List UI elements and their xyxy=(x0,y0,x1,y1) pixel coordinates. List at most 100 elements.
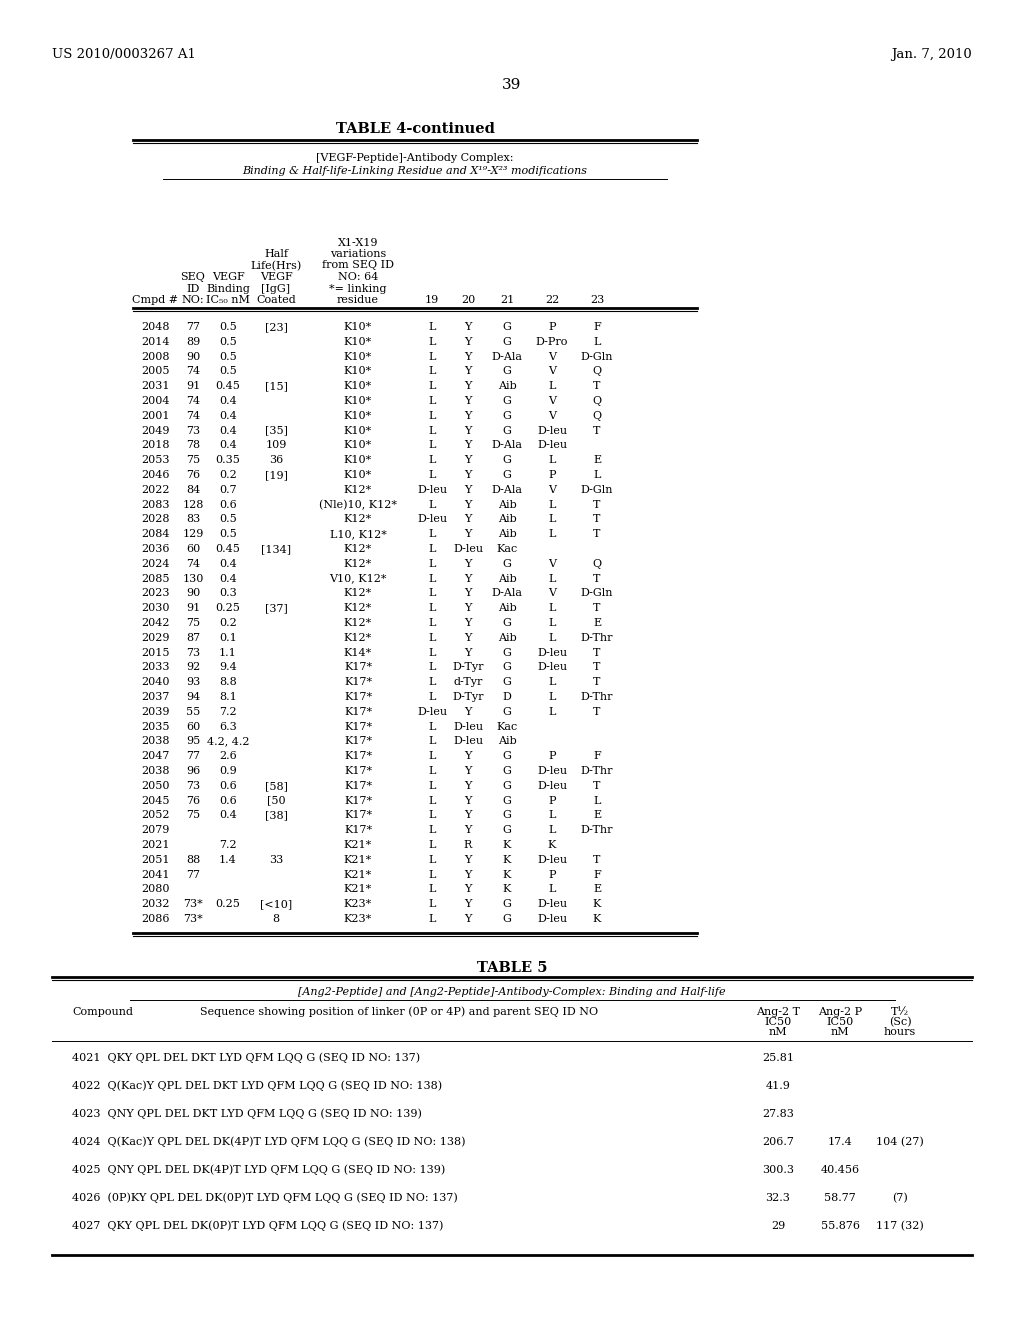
Text: 88: 88 xyxy=(186,855,200,865)
Text: [19]: [19] xyxy=(264,470,288,480)
Text: 75: 75 xyxy=(186,810,200,821)
Text: K21*: K21* xyxy=(344,884,372,895)
Text: Sequence showing position of linker (0P or 4P) and parent SEQ ID NO: Sequence showing position of linker (0P … xyxy=(200,1007,598,1018)
Text: V10, K12*: V10, K12* xyxy=(330,574,387,583)
Text: D-Thr: D-Thr xyxy=(581,766,613,776)
Text: Jan. 7, 2010: Jan. 7, 2010 xyxy=(891,48,972,61)
Text: 2045: 2045 xyxy=(140,796,169,805)
Text: 94: 94 xyxy=(186,692,200,702)
Text: 2014: 2014 xyxy=(140,337,169,347)
Text: 73*: 73* xyxy=(183,899,203,909)
Text: V: V xyxy=(548,589,556,598)
Text: Y: Y xyxy=(464,810,472,821)
Text: 0.3: 0.3 xyxy=(219,589,237,598)
Text: 0.1: 0.1 xyxy=(219,632,237,643)
Text: L: L xyxy=(548,884,556,895)
Text: residue: residue xyxy=(337,294,379,305)
Text: E: E xyxy=(593,455,601,465)
Text: Y: Y xyxy=(464,899,472,909)
Text: 2004: 2004 xyxy=(140,396,169,407)
Text: 2022: 2022 xyxy=(140,484,169,495)
Text: G: G xyxy=(503,796,511,805)
Text: 117 (32): 117 (32) xyxy=(877,1221,924,1232)
Text: L: L xyxy=(428,589,435,598)
Text: L: L xyxy=(428,677,435,688)
Text: L: L xyxy=(428,470,435,480)
Text: F: F xyxy=(593,870,601,879)
Text: D: D xyxy=(503,692,511,702)
Text: F: F xyxy=(593,322,601,333)
Text: IC50: IC50 xyxy=(764,1016,792,1027)
Text: K17*: K17* xyxy=(344,825,372,836)
Text: 21: 21 xyxy=(500,294,514,305)
Text: K: K xyxy=(503,855,511,865)
Text: Cmpd #: Cmpd # xyxy=(132,294,178,305)
Text: Y: Y xyxy=(464,499,472,510)
Text: K23*: K23* xyxy=(344,913,372,924)
Text: L: L xyxy=(428,663,435,672)
Text: 2030: 2030 xyxy=(140,603,169,614)
Text: L: L xyxy=(428,632,435,643)
Text: T: T xyxy=(593,648,601,657)
Text: Y: Y xyxy=(464,632,472,643)
Text: T: T xyxy=(593,603,601,614)
Text: D-Ala: D-Ala xyxy=(492,484,522,495)
Text: 23: 23 xyxy=(590,294,604,305)
Text: L: L xyxy=(548,515,556,524)
Text: L: L xyxy=(428,825,435,836)
Text: 73*: 73* xyxy=(183,913,203,924)
Text: Y: Y xyxy=(464,884,472,895)
Text: D-leu: D-leu xyxy=(537,648,567,657)
Text: D-Tyr: D-Tyr xyxy=(453,692,483,702)
Text: 4021  QKY QPL DEL DKT LYD QFM LQQ G (SEQ ID NO: 137): 4021 QKY QPL DEL DKT LYD QFM LQQ G (SEQ … xyxy=(72,1053,420,1064)
Text: L: L xyxy=(428,411,435,421)
Text: L: L xyxy=(428,529,435,539)
Text: 92: 92 xyxy=(186,663,200,672)
Text: L: L xyxy=(428,899,435,909)
Text: K17*: K17* xyxy=(344,737,372,746)
Text: V: V xyxy=(548,484,556,495)
Text: G: G xyxy=(503,411,511,421)
Text: 0.45: 0.45 xyxy=(216,381,241,391)
Text: K12*: K12* xyxy=(344,558,372,569)
Text: 129: 129 xyxy=(182,529,204,539)
Text: 2042: 2042 xyxy=(140,618,169,628)
Text: 78: 78 xyxy=(186,441,200,450)
Text: 2028: 2028 xyxy=(140,515,169,524)
Text: K10*: K10* xyxy=(344,470,372,480)
Text: Binding: Binding xyxy=(206,284,250,293)
Text: 2053: 2053 xyxy=(140,455,169,465)
Text: L: L xyxy=(548,618,556,628)
Text: 55.876: 55.876 xyxy=(820,1221,859,1230)
Text: [50: [50 xyxy=(266,796,286,805)
Text: K10*: K10* xyxy=(344,367,372,376)
Text: Y: Y xyxy=(464,825,472,836)
Text: K12*: K12* xyxy=(344,618,372,628)
Text: L: L xyxy=(428,692,435,702)
Text: 77: 77 xyxy=(186,870,200,879)
Text: G: G xyxy=(503,677,511,688)
Text: Aib: Aib xyxy=(498,499,516,510)
Text: L: L xyxy=(428,722,435,731)
Text: nM: nM xyxy=(830,1027,849,1036)
Text: 109: 109 xyxy=(265,441,287,450)
Text: D-leu: D-leu xyxy=(453,544,483,554)
Text: 22: 22 xyxy=(545,294,559,305)
Text: L: L xyxy=(428,558,435,569)
Text: 2018: 2018 xyxy=(140,441,169,450)
Text: 2.6: 2.6 xyxy=(219,751,237,762)
Text: K: K xyxy=(548,840,556,850)
Text: G: G xyxy=(503,781,511,791)
Text: 2041: 2041 xyxy=(140,870,169,879)
Text: 2046: 2046 xyxy=(140,470,169,480)
Text: G: G xyxy=(503,766,511,776)
Text: D-leu: D-leu xyxy=(537,781,567,791)
Text: L: L xyxy=(428,544,435,554)
Text: 0.7: 0.7 xyxy=(219,484,237,495)
Text: Y: Y xyxy=(464,322,472,333)
Text: T: T xyxy=(593,706,601,717)
Text: Q: Q xyxy=(593,367,601,376)
Text: 2051: 2051 xyxy=(140,855,169,865)
Text: K21*: K21* xyxy=(344,855,372,865)
Text: K10*: K10* xyxy=(344,441,372,450)
